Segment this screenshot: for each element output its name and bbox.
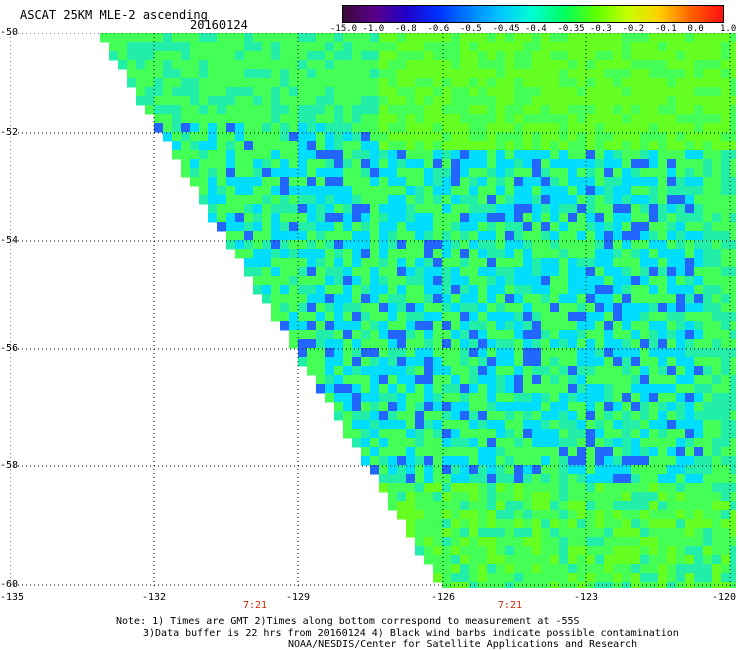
note-line-3: NOAA/NESDIS/Center for Satellite Applica… [288,639,638,650]
wind-cells [100,33,736,588]
colorbar-label: -1.0 [362,24,385,34]
colorbar [342,5,724,23]
product-title: ASCAT 25KM MLE-2 ascending [20,8,208,22]
colorbar-label: -0.35 [557,24,585,34]
scatterometer-field [10,33,736,588]
colorbar-label: -0.3 [590,24,612,34]
map-plot [10,33,736,588]
lat-label: -50 [0,27,19,38]
lon-label: -126 [431,592,456,603]
lon-label: -120 [712,592,737,603]
colorbar-label: -0.2 [622,24,645,34]
colorbar-label: -15.0 [330,24,358,34]
lon-label: -132 [142,592,167,603]
time-label-2: 7:21 [498,600,523,611]
note-line-1: Note: 1) Times are GMT 2)Times along bot… [116,616,580,627]
lon-label: -135 [0,592,25,603]
colorbar-label: -0.45 [492,24,520,34]
lat-label: -60 [0,579,19,590]
lat-label: -52 [0,127,19,138]
note-line-2: 3)Data buffer is 22 hrs from 20160124 4)… [143,628,679,639]
lon-label: -123 [574,592,599,603]
colorbar-label: 1.0 [720,24,737,34]
colorbar-label: -0.4 [525,24,547,34]
lon-label: -129 [286,592,311,603]
time-label-1: 7:21 [243,600,268,611]
colorbar-label: -0.1 [655,24,677,34]
colorbar-label: 0.0 [687,24,704,34]
lat-label: -56 [0,343,19,354]
lat-label: -54 [0,235,19,246]
colorbar-gradient [343,6,723,22]
lat-label: -58 [0,460,19,471]
colorbar-label: -0.5 [460,24,482,34]
colorbar-label: -0.6 [427,24,450,34]
product-date: 20160124 [190,18,248,32]
colorbar-label: -0.8 [395,24,417,34]
graticule [10,33,736,588]
